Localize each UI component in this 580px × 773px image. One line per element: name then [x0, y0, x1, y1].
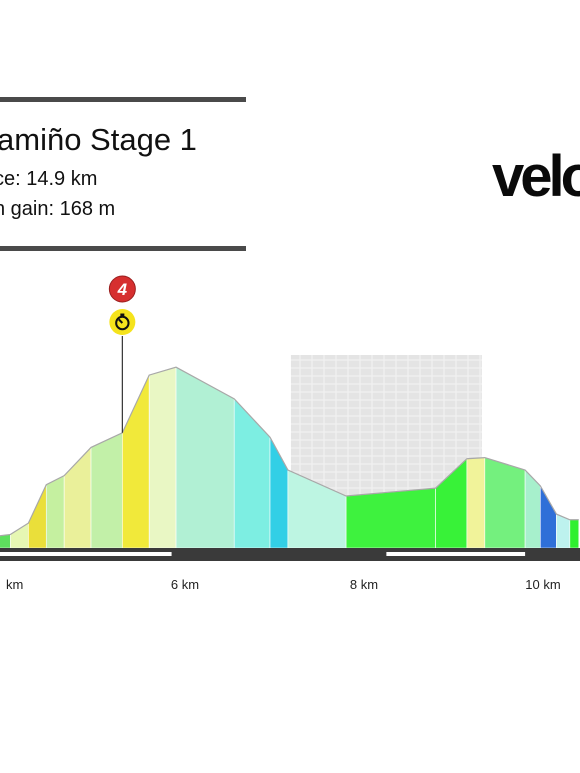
- profile-segment: [0, 534, 11, 549]
- road-bar: [386, 552, 526, 556]
- profile-segment: [484, 457, 526, 549]
- profile-segment: [90, 432, 123, 549]
- profile-segment: [345, 487, 436, 549]
- marker-number: 4: [117, 280, 128, 299]
- elevation-gain-label: n gain: 168 m: [0, 198, 116, 220]
- profile-outline: [0, 366, 579, 537]
- profile-segment: [148, 366, 177, 549]
- profile-segment: [122, 374, 150, 549]
- distance-label: ce: 14.9 km: [0, 168, 98, 190]
- x-tick-label: km: [6, 577, 23, 592]
- x-tick-label: 6 km: [171, 577, 199, 592]
- stage-title: amiño Stage 1: [0, 122, 197, 157]
- profile-segment: [233, 398, 271, 549]
- marker-badge: [108, 275, 136, 303]
- profile-segment: [569, 519, 580, 549]
- header-top-rule: [0, 97, 246, 102]
- x-tick-label: 10 km: [525, 577, 560, 592]
- profile-segment: [63, 446, 92, 549]
- header-bottom-rule: [0, 246, 246, 251]
- x-tick-label: 8 km: [350, 577, 378, 592]
- profile-segment: [10, 522, 29, 549]
- road-baseline: [0, 548, 580, 561]
- profile-segment: [466, 457, 486, 549]
- road-bar: [0, 552, 172, 556]
- brand-logo: velo: [492, 144, 580, 209]
- profile-segment: [45, 475, 65, 549]
- profile-segment: [540, 484, 557, 549]
- stopwatch-icon: [109, 309, 136, 335]
- profile-segment: [524, 469, 541, 549]
